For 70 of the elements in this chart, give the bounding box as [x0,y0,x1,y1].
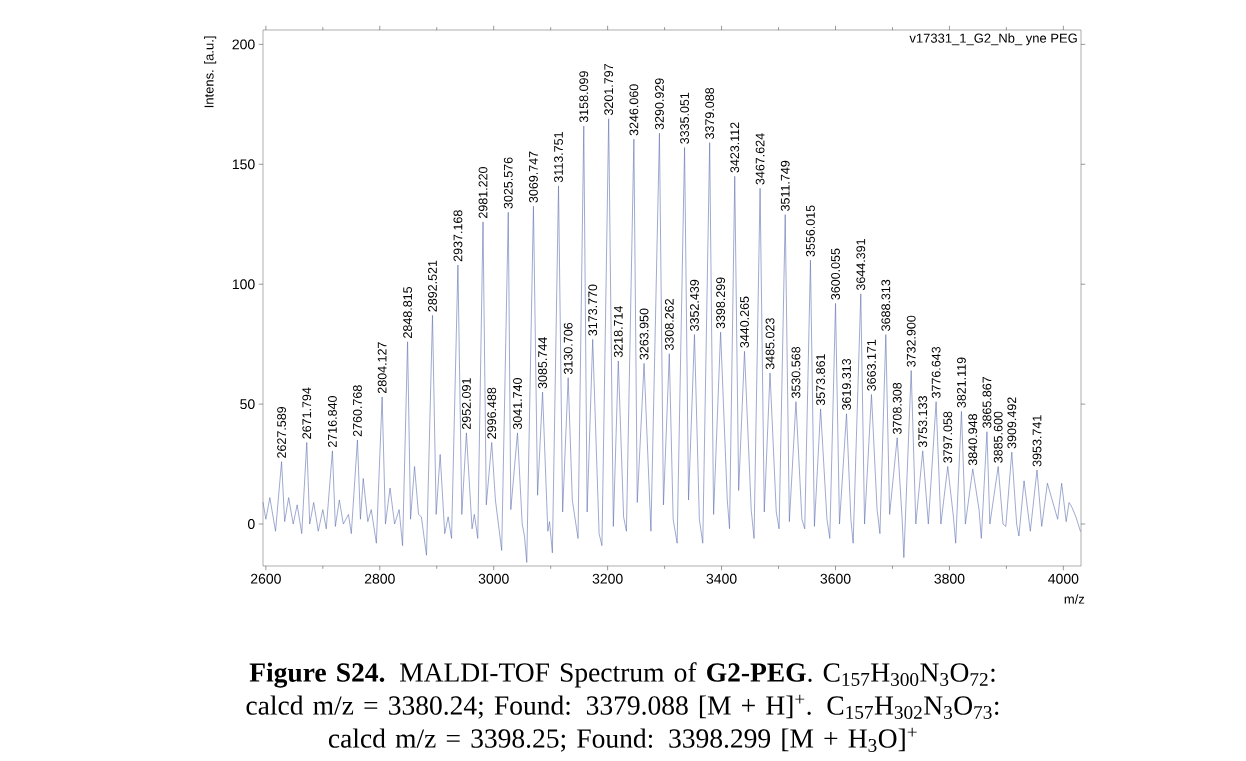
y-tick-label: 200 [232,39,255,50]
annotation: 3753.133 [918,396,928,448]
annotation: 3644.391 [856,239,866,291]
x-tick-label: 3800 [934,573,965,584]
annotation: 3485.023 [765,318,775,370]
annotation: 3379.088 [705,87,715,140]
annotation: 3732.900 [906,315,916,367]
annotation: 2937.168 [453,210,463,262]
annotation: 3335.051 [680,92,689,144]
annotation: 3290.929 [655,78,664,130]
y-tick-label: 150 [232,159,255,170]
annotation: 3530.568 [791,346,801,399]
annotation: 3423.112 [730,122,740,173]
annotation: 2804.127 [377,342,387,394]
annotation: 3352.439 [690,279,699,331]
annotation: 3218.714 [613,305,623,358]
annotation: 3708.308 [892,382,902,435]
annotation: 3688.313 [881,279,891,331]
x-tick-label: 3600 [820,573,851,584]
annotation: 2981.220 [478,167,488,219]
annotation: 3085.744 [538,337,547,389]
annotation: 3776.643 [931,346,941,399]
annotation: v17331_1_G2_Nb_ yne PEG [909,33,1077,46]
x-tick-label: 4000 [1048,573,1079,584]
x-tick-label: 3000 [478,573,509,584]
annotation: 3440.265 [740,296,749,348]
annotation: 3113.751 [554,132,563,183]
annotation: 2671.794 [302,387,312,439]
annotation: 2760.768 [353,385,362,437]
annotation: 3467.624 [755,133,765,185]
annotation: 2627.589 [277,406,286,458]
annotation: 3041.740 [513,378,522,430]
x-tick-label: 3400 [706,573,737,584]
annotation: 3600.055 [831,248,840,300]
annotation: 3573.861 [816,354,826,406]
annotation: 3556.015 [806,205,815,257]
annotation: 2952.091 [462,378,471,430]
y-tick-label: 50 [240,399,255,410]
annotation: 2892.521 [428,260,437,312]
x-axis-title: m/z [1064,594,1085,604]
x-tick-label: 2600 [250,573,281,584]
y-tick-label: 100 [232,279,255,290]
x-tick-label: 2800 [364,573,395,584]
annotation: 3953.741 [1032,415,1042,467]
annotation: 3263.950 [639,308,649,360]
annotation: 3797.058 [943,411,953,463]
annotation: 3158.099 [579,71,589,123]
y-axis-title: Intens. [a.u.] [204,36,217,108]
annotation: 3619.313 [842,358,851,411]
annotation: 3885.600 [993,411,1003,463]
chart-title: Figure S24. MALDI-TOF Spectrum of G2-PEG. C$_{157}$H$_{300}$N$_{3}$O$_{72}$: calcd m/z = 3380.24; Found: 3379.088 [M + H]$^{+}$. C$_{157}$H$_{302}$N$_{3}$O$_{73}$: calcd m/z = 3398.25; Found: 3398.299 [M + H$_{3}$O]$^{+}$ [246,662,999,752]
annotation: 3069.747 [529,151,538,203]
annotation: 3511.749 [780,160,790,211]
annotation: 3840.948 [968,414,978,466]
annotation: 3173.770 [588,284,598,336]
annotation: 3201.797 [604,64,614,116]
annotation: 2996.488 [487,387,497,439]
annotation: 3398.299 [716,277,726,329]
annotation: 3663.171 [867,339,876,391]
annotation: 3025.576 [503,157,513,209]
annotation: 3246.060 [629,84,639,136]
x-tick-label: 3200 [592,573,623,584]
y-tick-label: 0 [247,519,255,529]
annotation: 2716.840 [327,396,337,448]
annotation: 2848.815 [403,286,413,338]
annotation: 3821.119 [957,357,966,408]
annotation: 3308.262 [664,299,674,351]
annotation: 3909.492 [1007,397,1017,449]
annotation: 3865.867 [982,377,992,429]
annotation: 3130.706 [563,322,573,375]
